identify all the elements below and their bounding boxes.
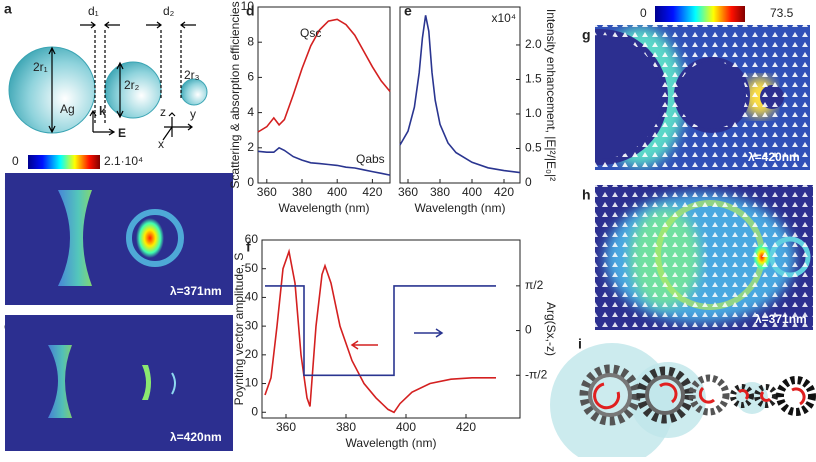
- y-axis-label: Poynting vector amplitude, S: [232, 253, 246, 406]
- y-tick-label: 6: [247, 70, 254, 84]
- x-tick-label: 400: [396, 420, 416, 434]
- field-map: λ=420nm: [5, 315, 233, 451]
- y-tick-label: 0: [251, 404, 258, 418]
- y2-tick-label: 2.0: [525, 37, 542, 51]
- y2-axis-label: Intensity enhancement, |E|²/|E₀|²: [544, 9, 558, 181]
- x-axis-label: Wavelength (nm): [279, 201, 370, 215]
- panel-label: h: [582, 187, 591, 203]
- y-tick-label: 60: [245, 232, 259, 246]
- y-tick-label: 8: [247, 34, 254, 48]
- series-line: [265, 285, 496, 377]
- y-tick-label: 10: [245, 376, 259, 390]
- diameter-label: 2r₂: [124, 78, 140, 92]
- y2-tick-label: 0: [525, 323, 532, 337]
- wavelength-label: λ=371nm: [170, 284, 222, 298]
- x-tick-label: 360: [257, 185, 277, 199]
- y-tick-label: 10: [241, 0, 255, 13]
- y-tick-label: 30: [245, 318, 259, 332]
- plot-frame: [261, 239, 521, 419]
- plot-frame: [257, 6, 391, 184]
- x-axis-label: Wavelength (nm): [415, 201, 506, 215]
- y-tick-label: 0: [247, 175, 254, 189]
- field-map: λ=371nm: [5, 173, 233, 305]
- colorbar-max: 73.5: [770, 6, 794, 20]
- panel-label: g: [582, 27, 591, 43]
- x-tick-label: 380: [430, 185, 450, 199]
- y2-tick-label: 0.5: [525, 141, 542, 155]
- x-tick-label: 400: [462, 185, 482, 199]
- x-tick-label: 420: [456, 420, 476, 434]
- x-tick-label: 380: [336, 420, 356, 434]
- plot-frame: [399, 6, 521, 184]
- x-tick-label: 420: [362, 185, 382, 199]
- schematic: d₁ d₂ 2r₁ Ag 2r₂ 2r₃ k E z y x: [8, 4, 208, 151]
- y2-tick-label: 1.0: [525, 106, 542, 120]
- y2-tick-label: 0: [525, 175, 532, 189]
- series-line: [399, 15, 521, 174]
- diameter-label: 2r₁: [33, 60, 48, 74]
- axis-arrow: [350, 328, 444, 350]
- gap-label: d₁: [88, 4, 99, 18]
- field-label: E: [118, 126, 126, 140]
- x-tick-label: 420: [494, 185, 514, 199]
- diameter-label: 2r₃: [184, 68, 200, 82]
- field-map: λ=420nm: [595, 25, 810, 170]
- colorbar: [28, 155, 100, 169]
- colorbar-max: 2.1·10⁴: [104, 154, 143, 168]
- wavevector-label: k: [99, 104, 106, 118]
- x-axis-label: Wavelength (nm): [346, 436, 437, 450]
- material-label: Ag: [60, 102, 75, 116]
- x-tick-label: 380: [292, 185, 312, 199]
- y2-tick-label: π/2: [525, 278, 544, 292]
- wavelength-label: λ=371nm: [755, 312, 807, 326]
- multiplier-label: x10⁴: [491, 11, 516, 25]
- series-label: Qsc: [300, 26, 321, 40]
- y-tick-label: 50: [245, 261, 259, 275]
- field-map: λ=371nm: [595, 185, 813, 330]
- colorbar-min: 0: [640, 6, 647, 20]
- series-line: [264, 248, 496, 414]
- panel-label: e: [404, 3, 412, 19]
- axis-label: x: [158, 137, 164, 151]
- series-line: [257, 18, 391, 133]
- y2-tick-label: -π/2: [525, 367, 548, 381]
- axis-label: z: [160, 105, 166, 119]
- panel-label: i: [578, 336, 582, 352]
- sphere: [180, 78, 208, 106]
- colorbar: [655, 6, 745, 22]
- wavelength-label: λ=420nm: [170, 430, 222, 444]
- axis-label: y: [190, 107, 196, 121]
- wavelength-label: λ=420nm: [748, 150, 800, 164]
- x-tick-label: 360: [398, 185, 418, 199]
- x-tick-label: 400: [327, 185, 347, 199]
- panel-label: f: [246, 239, 251, 255]
- panel-label: d: [246, 3, 255, 19]
- colorbar-min: 0: [12, 154, 19, 168]
- gap-label: d₂: [163, 4, 175, 18]
- gear-illustration: [550, 343, 816, 462]
- y-axis-label: Scattering & absorption efficiencies: [228, 1, 242, 188]
- y-tick-label: 4: [247, 105, 254, 119]
- series-line: [257, 146, 391, 176]
- y-tick-label: 40: [245, 290, 259, 304]
- y-tick-label: 20: [245, 347, 259, 361]
- y2-axis-label: Arg(Sx,-z): [544, 302, 558, 356]
- panel-label: a: [4, 1, 12, 17]
- x-tick-label: 360: [276, 420, 296, 434]
- y2-tick-label: 1.5: [525, 72, 542, 86]
- y-tick-label: 2: [247, 140, 254, 154]
- series-label: Qabs: [356, 152, 385, 166]
